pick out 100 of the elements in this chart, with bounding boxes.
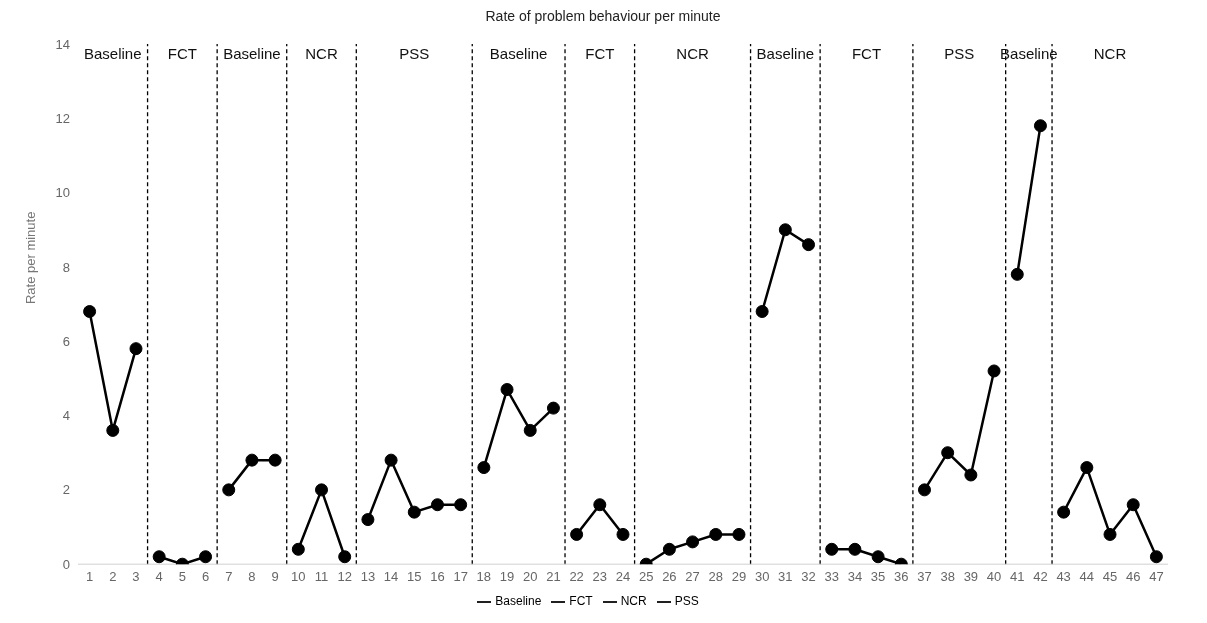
- annotation: Baseline: [223, 44, 281, 62]
- point: [291, 542, 305, 556]
- point: [245, 453, 259, 467]
- x-tick-label: 28: [708, 569, 723, 585]
- annotation: FCT: [167, 44, 197, 62]
- point: [964, 468, 978, 482]
- x-tick-label: 2: [109, 569, 117, 585]
- point: [1033, 119, 1047, 133]
- x-tick-label: 19: [499, 569, 515, 585]
- x-tick-label: 41: [1010, 569, 1025, 585]
- annotation: FCT: [851, 44, 882, 62]
- point: [454, 498, 468, 512]
- x-tick-label: 23: [592, 569, 608, 585]
- x-tick-label: 31: [778, 569, 793, 585]
- point: [825, 542, 839, 556]
- x-tick-label: 43: [1056, 569, 1071, 585]
- point: [1103, 527, 1117, 541]
- point: [315, 483, 329, 497]
- x-tick-label: 18: [476, 569, 492, 585]
- annotation: Baseline: [489, 44, 548, 62]
- point: [686, 535, 700, 549]
- x-tick-label: 38: [940, 569, 955, 585]
- x-tick-label: 39: [963, 569, 979, 585]
- point: [1057, 505, 1071, 519]
- point: [407, 505, 421, 519]
- x-tick-label: 9: [271, 569, 279, 585]
- x-tick-label: 8: [248, 569, 256, 585]
- legend-label: NCR: [620, 594, 647, 609]
- x-tick-label: 1: [85, 569, 94, 585]
- point: [848, 542, 862, 556]
- point: [778, 223, 792, 237]
- point: [222, 483, 236, 497]
- x-tick-label: 15: [407, 569, 422, 585]
- annotation: NCR: [676, 44, 709, 62]
- annotation: Baseline: [1000, 44, 1058, 62]
- point: [152, 550, 166, 564]
- annotation: PSS: [944, 44, 975, 62]
- point: [199, 550, 213, 564]
- annotation: NCR: [1093, 44, 1127, 62]
- y-tick-label: 8: [62, 259, 70, 275]
- x-tick-label: 33: [824, 569, 839, 585]
- x-tick-label: 6: [201, 569, 210, 585]
- x-tick-label: 11: [314, 569, 329, 585]
- point: [384, 453, 398, 467]
- point: [1080, 461, 1094, 475]
- y-tick-label: 4: [62, 408, 70, 424]
- x-tick-label: 26: [662, 569, 677, 585]
- point: [732, 527, 746, 541]
- point: [987, 364, 1001, 378]
- point: [802, 238, 816, 252]
- point: [106, 423, 120, 437]
- point: [477, 461, 491, 475]
- point: [523, 423, 537, 437]
- x-tick-label: 47: [1149, 569, 1164, 585]
- point: [1010, 267, 1024, 281]
- x-tick-label: 12: [337, 569, 352, 585]
- point: [616, 527, 630, 541]
- point: [662, 542, 676, 556]
- y-tick-label: 2: [62, 482, 70, 498]
- x-tick-label: 20: [523, 569, 538, 585]
- x-tick-label: 25: [638, 569, 654, 585]
- point: [570, 527, 584, 541]
- x-tick-label: 4: [155, 569, 163, 585]
- x-tick-label: 14: [383, 569, 399, 585]
- point: [1126, 498, 1140, 512]
- x-tick-label: 17: [453, 569, 468, 585]
- point: [755, 305, 769, 319]
- point: [361, 513, 375, 527]
- point: [709, 527, 723, 541]
- x-tick-label: 13: [360, 569, 376, 585]
- x-tick-label: 40: [986, 569, 1002, 585]
- x-tick-label: 32: [801, 569, 816, 585]
- y-tick-label: 14: [55, 36, 70, 52]
- x-tick-label: 27: [685, 569, 700, 585]
- annotation: FCT: [585, 44, 615, 62]
- x-tick-label: 45: [1102, 569, 1118, 585]
- x-tick-label: 24: [615, 569, 631, 585]
- chart-title: Rate of problem behaviour per minute: [484, 8, 722, 24]
- x-tick-label: 35: [870, 569, 886, 585]
- point: [871, 550, 885, 564]
- legend-label: PSS: [674, 594, 699, 609]
- point: [917, 483, 931, 497]
- y-tick-label: 0: [62, 556, 70, 572]
- legend-label: Baseline: [495, 594, 542, 609]
- x-tick-label: 46: [1125, 569, 1141, 585]
- point: [129, 342, 143, 356]
- point: [546, 401, 560, 415]
- annotation: PSS: [399, 44, 430, 62]
- x-tick-label: 44: [1079, 569, 1095, 585]
- y-tick-label: 10: [55, 185, 70, 201]
- x-tick-label: 37: [917, 569, 932, 585]
- point: [500, 383, 514, 397]
- y-tick-label: 12: [55, 110, 70, 126]
- annotation: Baseline: [756, 44, 815, 62]
- x-tick-label: 16: [430, 569, 445, 585]
- point: [268, 453, 282, 467]
- point: [593, 498, 607, 512]
- annotation: Baseline: [84, 44, 142, 62]
- point: [941, 446, 955, 460]
- x-tick-label: 3: [132, 569, 140, 585]
